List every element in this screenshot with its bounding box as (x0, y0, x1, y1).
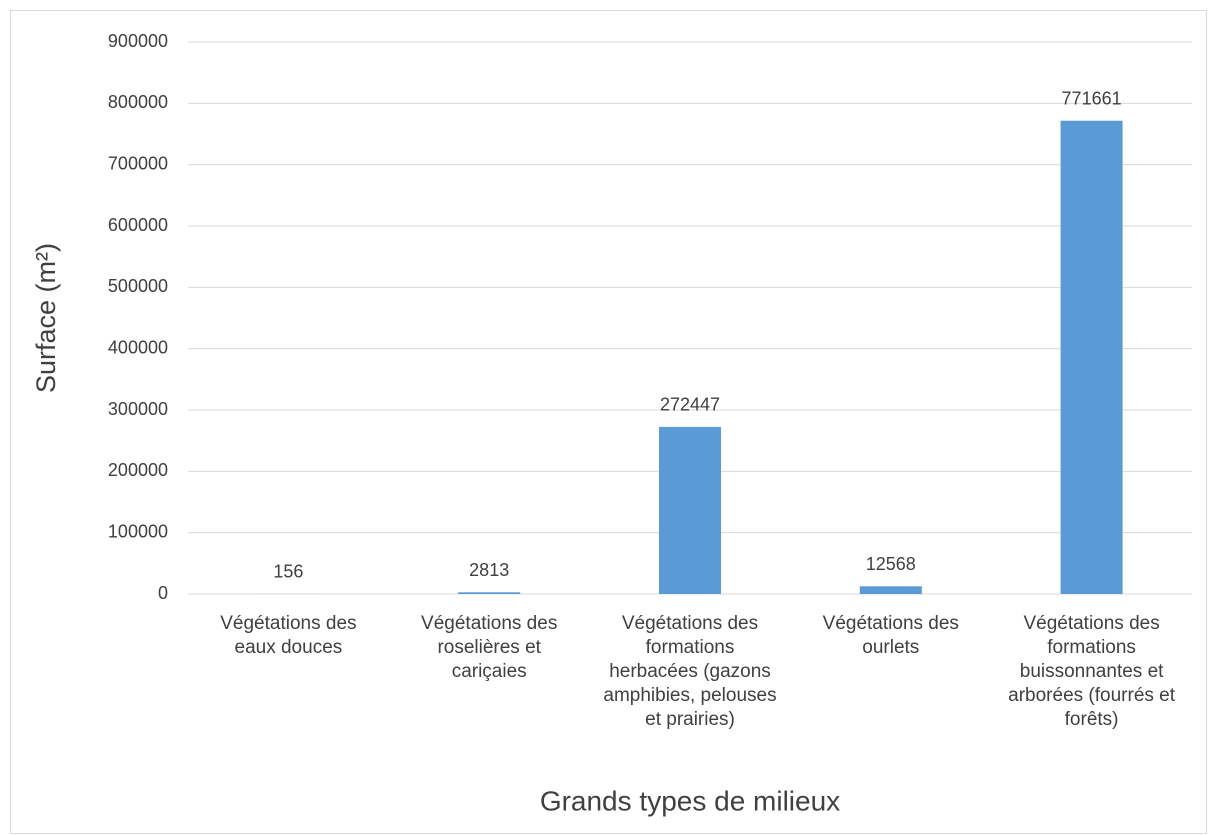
y-tick-label: 800000 (108, 92, 168, 112)
chart-border (10, 10, 1207, 834)
bar (1060, 120, 1123, 594)
x-axis-title: Grands types de milieux (540, 785, 840, 816)
data-label: 272447 (660, 395, 720, 415)
data-label: 771661 (1062, 88, 1122, 108)
bar (458, 592, 521, 594)
data-label: 12568 (866, 554, 916, 574)
bar (859, 586, 922, 594)
x-tick-label: Végétations des roselières et cariçaies (421, 613, 558, 682)
y-tick-label: 700000 (108, 153, 168, 173)
y-tick-label: 200000 (108, 460, 168, 480)
y-tick-label: 900000 (108, 31, 168, 51)
data-label: 2813 (469, 560, 509, 580)
x-tick-label: Végétations des formations herbacées (ga… (603, 613, 777, 730)
data-label: 156 (273, 562, 303, 582)
y-tick-label: 300000 (108, 399, 168, 419)
y-tick-label: 100000 (108, 521, 168, 541)
bar (659, 426, 721, 594)
x-tick-label: Végétations des ourlets (822, 613, 959, 658)
y-tick-label: 400000 (108, 337, 168, 357)
y-tick-label: 500000 (108, 276, 168, 296)
y-tick-label: 0 (158, 583, 168, 603)
y-axis-title: Surface (m²) (31, 243, 61, 393)
y-tick-label: 600000 (108, 215, 168, 235)
x-tick-label: Végétations des formations buissonnantes… (1008, 613, 1176, 730)
x-tick-label: Végétations des eaux douces (220, 613, 357, 658)
